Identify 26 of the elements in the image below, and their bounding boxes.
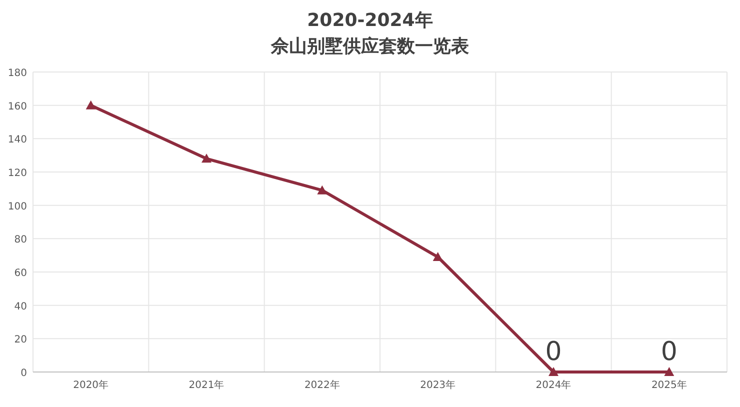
data-label: 0 bbox=[660, 337, 678, 367]
y-tick-label: 20 bbox=[14, 334, 27, 346]
point bbox=[548, 367, 558, 376]
x-tick-label: 2021年 bbox=[188, 379, 224, 391]
data-label: 0 bbox=[545, 337, 562, 367]
x-tick-label: 2024年 bbox=[536, 379, 572, 391]
y-tick-label: 160 bbox=[8, 101, 27, 112]
y-tick-label: 100 bbox=[8, 201, 27, 212]
y-tick-label: 40 bbox=[14, 301, 27, 312]
y-tick-label: 0 bbox=[20, 368, 27, 379]
y-tick-label: 80 bbox=[14, 234, 27, 246]
y-tick-label: 140 bbox=[8, 134, 27, 146]
point bbox=[86, 100, 96, 110]
point bbox=[432, 252, 443, 261]
point bbox=[317, 185, 328, 194]
y-tick-label: 180 bbox=[8, 68, 27, 79]
chart-subtitle: 佘山别墅供应套数一览表 bbox=[270, 36, 469, 57]
y-tick-label: 120 bbox=[8, 168, 27, 179]
point bbox=[664, 367, 674, 376]
x-tick-label: 2020年 bbox=[73, 379, 109, 391]
x-tick-label: 2025年 bbox=[651, 379, 687, 391]
point bbox=[202, 154, 212, 163]
x-tick-label: 2022年 bbox=[304, 379, 340, 391]
chart-title: 2020-2024年 bbox=[307, 10, 433, 31]
y-tick-label: 60 bbox=[14, 268, 27, 279]
x-tick-label: 2023年 bbox=[420, 379, 456, 391]
